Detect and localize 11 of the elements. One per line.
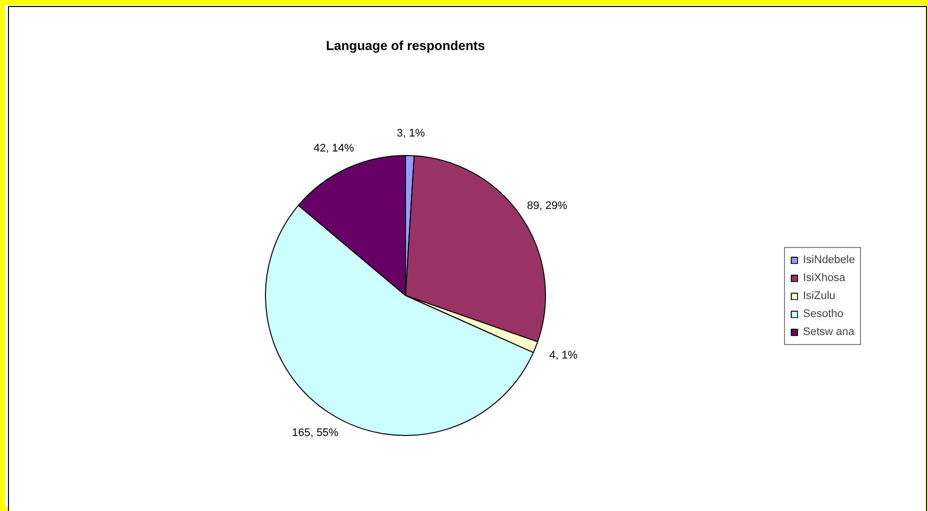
chart-title: Language of respondents: [326, 38, 485, 53]
legend-label: Sesotho: [803, 307, 844, 321]
legend-label: IsiXhosa: [803, 271, 846, 285]
data-label: 165, 55%: [292, 426, 339, 439]
legend-label: IsiZulu: [803, 289, 836, 303]
legend-label: Setsw ana: [803, 325, 854, 339]
data-label: 89, 29%: [526, 200, 568, 212]
data-label: 4, 1%: [549, 349, 578, 362]
data-label: 3, 1%: [396, 128, 426, 140]
data-label: 42, 14%: [314, 142, 354, 155]
legend-label: IsiNdebele: [803, 253, 855, 267]
